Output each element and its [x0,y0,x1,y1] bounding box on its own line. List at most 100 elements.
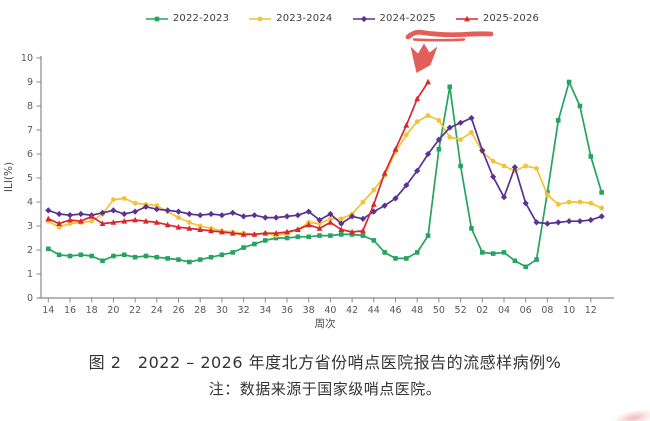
data-marker [349,232,355,237]
data-marker [142,203,150,210]
data-marker [132,216,138,223]
data-marker [458,163,463,169]
data-marker [110,207,117,214]
data-marker [317,221,322,227]
data-marker [251,212,258,219]
data-marker [99,209,106,216]
series-2023-2024 [45,113,605,239]
data-marker [153,206,160,213]
data-marker [501,250,507,255]
data-marker [273,214,280,221]
series-2025-2026 [45,78,431,237]
y-tick-label: 1 [27,269,33,280]
x-tick-label: 40 [324,305,336,316]
x-tick-label: 14 [42,305,54,316]
data-marker [218,212,225,219]
figure-note: 注：数据来源于国家级哨点医院。 [208,380,442,398]
data-marker [446,124,453,131]
data-marker [316,225,323,231]
data-marker [316,216,323,224]
annotation-underline [405,29,494,40]
data-marker [197,226,204,232]
data-marker [338,226,345,232]
annotation-underline-stroke2 [412,38,466,42]
x-tick-label: 34 [259,305,271,316]
legend-item-2022-2023: 2022-2023 [145,13,229,24]
data-marker [598,213,605,220]
data-marker [89,253,94,259]
data-marker [425,78,431,85]
data-marker [588,154,594,159]
data-marker [154,16,160,21]
data-marker [414,119,420,124]
data-marker [132,200,138,206]
data-marker [175,224,182,230]
data-marker [338,220,345,227]
data-marker [566,199,572,205]
x-tick-label: 16 [64,305,76,316]
data-marker [359,215,367,222]
data-marker [523,163,529,169]
data-marker [370,201,377,207]
y-tick-label: 6 [27,149,33,160]
data-marker [230,250,236,255]
data-marker [457,119,464,126]
data-marker [424,150,432,158]
data-marker [360,227,366,234]
data-marker [175,208,182,215]
data-marker [284,235,290,241]
data-marker [463,15,470,21]
data-marker [404,256,409,261]
series-line [48,117,602,225]
data-marker [403,182,410,189]
data-marker [219,228,225,235]
data-marker [273,235,279,241]
y-tick-label: 8 [27,101,33,112]
x-tick-label: 20 [107,305,119,316]
data-marker [77,218,84,224]
data-marker [262,230,269,236]
data-marker [468,114,475,122]
x-tick-label: 24 [151,305,163,316]
data-marker [165,256,170,261]
data-marker [262,214,269,221]
data-marker [588,200,594,206]
data-marker [56,220,63,226]
data-marker [544,220,551,227]
x-tick-label: 46 [389,305,401,316]
x-tick-label: 48 [411,305,423,316]
data-marker [208,254,214,260]
data-marker [99,220,106,226]
data-marker [360,15,367,22]
data-marker [45,207,52,214]
data-marker [186,220,192,225]
series-line [47,81,603,268]
data-marker [56,252,62,258]
data-marker [132,254,138,260]
data-marker [154,203,160,209]
legend-label: 2025-2026 [482,13,540,24]
data-marker [469,130,474,135]
legend-label: 2024-2025 [379,13,436,24]
legend-item-2023-2024: 2023-2024 [248,13,332,24]
data-marker [382,250,387,255]
data-marker [186,210,193,218]
data-marker [187,259,192,265]
data-marker [263,238,268,243]
data-marker [533,219,540,226]
data-marker [490,158,496,164]
chart-legend: 2022-2023 2023-2024 2024-2025 2025-2026 [0,13,650,24]
data-marker [327,210,334,218]
data-marker [555,118,561,123]
x-tick-label: 44 [368,305,380,316]
data-marker [306,234,311,240]
data-marker [240,231,247,237]
data-marker [229,209,236,216]
data-marker [566,79,572,85]
annotation-down-arrow [410,43,438,73]
x-tick-label: 30 [216,305,228,316]
y-tick-label: 2 [27,245,33,256]
data-marker [197,223,203,229]
y-axis-title: ILI(%) [3,162,15,192]
series-line [47,114,602,237]
